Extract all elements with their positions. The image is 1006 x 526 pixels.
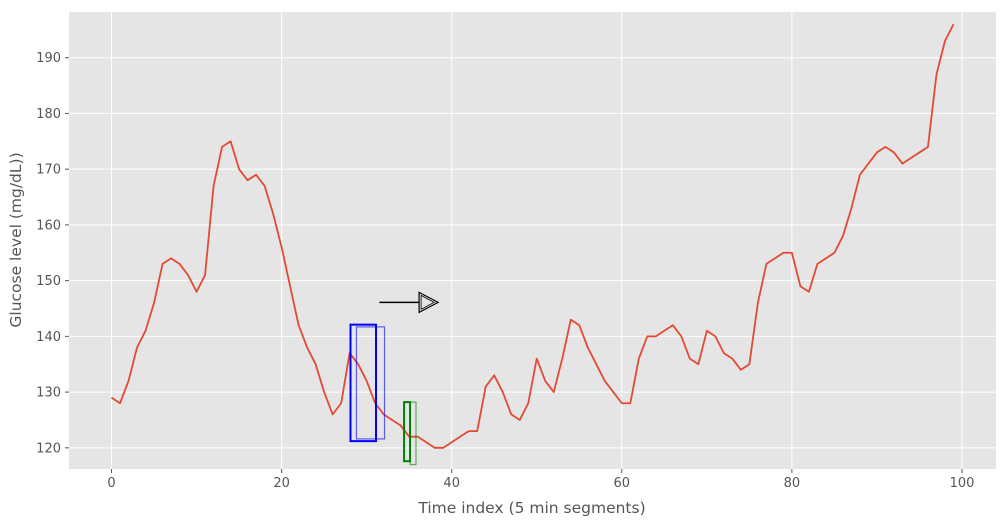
glucose-series-line bbox=[111, 23, 955, 449]
x-tick-label: 80 bbox=[784, 476, 801, 491]
arrow-head bbox=[418, 291, 440, 314]
y-axis-label: Glucose level (mg/dL)) bbox=[7, 152, 25, 327]
y-tick-label: 180 bbox=[36, 107, 61, 122]
x-tick-label: 0 bbox=[107, 476, 115, 491]
x-axis-label: Time index (5 min segments) bbox=[417, 499, 645, 517]
x-tick-label: 100 bbox=[950, 476, 975, 491]
y-axis-ticks: 120 130 140 150 160 170 180 190 bbox=[36, 51, 69, 456]
x-tick-label: 20 bbox=[273, 476, 290, 491]
x-tick-label: 60 bbox=[614, 476, 631, 491]
x-axis-ticks: 0 20 40 60 80 100 bbox=[107, 469, 974, 491]
y-tick-label: 170 bbox=[36, 163, 61, 178]
arrow-head-inner bbox=[420, 294, 435, 311]
y-tick-label: 140 bbox=[36, 330, 61, 345]
y-tick-label: 150 bbox=[36, 274, 61, 289]
blue-highlight-box bbox=[349, 323, 378, 443]
y-tick-label: 130 bbox=[36, 386, 61, 401]
y-tick-label: 190 bbox=[36, 51, 61, 66]
y-tick-label: 120 bbox=[36, 441, 61, 456]
y-tick-label: 160 bbox=[36, 218, 61, 233]
blue-highlight-box bbox=[355, 326, 386, 440]
grid bbox=[69, 12, 996, 469]
annotation-layer bbox=[349, 291, 440, 466]
x-tick-label: 40 bbox=[443, 476, 460, 491]
green-highlight-box bbox=[409, 401, 417, 466]
series-layer bbox=[111, 23, 955, 449]
